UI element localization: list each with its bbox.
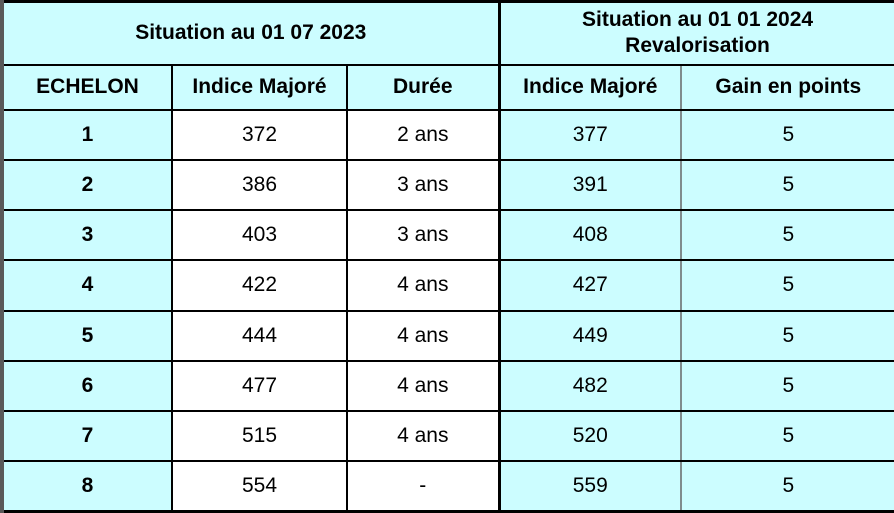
table-row: 3 403 3 ans 408 5: [1, 208, 894, 262]
cell-indice-majore-2024: 377: [497, 108, 683, 161]
table-row: 6 477 4 ans 482 5: [1, 359, 894, 413]
cell-duree: 2 ans: [345, 108, 501, 161]
table-row: 4 422 4 ans 427 5: [1, 259, 894, 312]
cell-echelon: 8: [1, 460, 173, 513]
cell-echelon: 5: [1, 309, 173, 362]
cell-gain-en-points: 5: [680, 409, 894, 463]
cell-echelon: 1: [1, 108, 173, 161]
cell-duree: 4 ans: [345, 359, 501, 413]
cell-indice-majore-2023: 372: [171, 108, 348, 161]
cell-indice-majore-2024: 559: [497, 460, 683, 513]
col-header-echelon: ECHELON: [1, 63, 173, 111]
cell-indice-majore-2023: 477: [171, 359, 348, 413]
col-header-gain-en-points: Gain en points: [680, 63, 894, 111]
cell-indice-majore-2024: 408: [497, 208, 683, 262]
cell-duree: 3 ans: [345, 158, 501, 212]
cell-duree: 3 ans: [345, 208, 501, 262]
cell-gain-en-points: 5: [680, 460, 894, 513]
table-body: 1 372 2 ans 377 5 2 386 3 ans 391 5 3 40…: [1, 108, 894, 513]
cell-gain-en-points: 5: [680, 259, 894, 312]
cell-indice-majore-2024: 391: [497, 158, 683, 212]
col-header-indice-majore-2024: Indice Majoré: [497, 63, 683, 111]
cell-gain-en-points: 5: [680, 359, 894, 413]
cell-gain-en-points: 5: [680, 309, 894, 362]
cell-indice-majore-2023: 444: [171, 309, 348, 362]
cell-indice-majore-2024: 482: [497, 359, 683, 413]
cell-indice-majore-2024: 449: [497, 309, 683, 362]
table-row: 7 515 4 ans 520 5: [1, 409, 894, 463]
cell-echelon: 4: [1, 259, 173, 312]
cell-indice-majore-2024: 427: [497, 259, 683, 312]
group-header-2024-line2: Revalorisation: [625, 34, 770, 58]
cell-indice-majore-2023: 386: [171, 158, 348, 212]
col-header-duree: Durée: [345, 63, 501, 111]
cell-echelon: 6: [1, 359, 173, 413]
table-header: Situation au 01 07 2023 Situation au 01 …: [0, 0, 894, 111]
table-row: 2 386 3 ans 391 5: [1, 158, 894, 212]
cell-gain-en-points: 5: [680, 158, 894, 212]
cell-indice-majore-2023: 403: [171, 208, 348, 262]
cell-echelon: 3: [1, 208, 173, 262]
cell-duree: 4 ans: [345, 259, 501, 312]
cell-echelon: 7: [1, 409, 173, 463]
group-header-2024: Situation au 01 01 2024 Revalorisation: [497, 0, 894, 66]
cell-duree: 4 ans: [345, 409, 501, 463]
table-row: 1 372 2 ans 377 5: [1, 108, 894, 161]
column-header-row: ECHELON Indice Majoré Durée Indice Major…: [1, 63, 894, 111]
cell-indice-majore-2023: 554: [171, 460, 348, 513]
group-header-2023-label: Situation au 01 07 2023: [135, 21, 367, 45]
table-row: 5 444 4 ans 449 5: [1, 309, 894, 362]
cell-indice-majore-2024: 520: [497, 409, 683, 463]
cell-indice-majore-2023: 515: [171, 409, 348, 463]
cell-gain-en-points: 5: [680, 208, 894, 262]
col-header-indice-majore-2023: Indice Majoré: [171, 63, 348, 111]
cell-indice-majore-2023: 422: [171, 259, 348, 312]
group-header-2023: Situation au 01 07 2023: [0, 0, 501, 66]
cell-gain-en-points: 5: [680, 108, 894, 161]
table-row: 8 554 - 559 5: [1, 460, 894, 513]
cell-duree: 4 ans: [345, 309, 501, 362]
group-header-row: Situation au 01 07 2023 Situation au 01 …: [0, 0, 894, 66]
cell-duree: -: [345, 460, 501, 513]
cell-echelon: 2: [1, 158, 173, 212]
group-header-2024-line1: Situation au 01 01 2024: [581, 8, 814, 31]
